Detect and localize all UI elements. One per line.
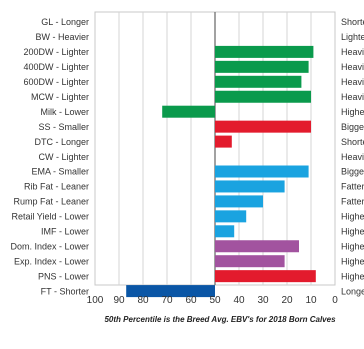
percentile-bar <box>215 240 299 253</box>
trait-left-label: SS - Smaller <box>38 122 89 132</box>
percentile-bar <box>215 165 309 178</box>
percentile-bar <box>162 105 215 118</box>
trait-left-label: Dom. Index - Lower <box>10 241 89 251</box>
trait-left-label: EMA - Smaller <box>31 167 89 177</box>
trait-left-label: CW - Lighter <box>38 152 89 162</box>
percentile-bar <box>215 225 235 238</box>
x-tick-label: 80 <box>137 295 149 306</box>
trait-left-label: MCW - Lighter <box>31 92 89 102</box>
trait-right-label: Highe <box>341 271 364 281</box>
trait-right-label: Heavie <box>341 92 364 102</box>
trait-right-label: Highe <box>341 256 364 266</box>
trait-left-label: Retail Yield - Lower <box>11 212 89 222</box>
percentile-bar <box>215 135 232 148</box>
trait-right-label: Lighte <box>341 32 364 42</box>
percentile-bar <box>215 270 316 283</box>
trait-right-label: Highe <box>341 241 364 251</box>
trait-right-label: Heavie <box>341 47 364 57</box>
trait-right-label: Shorte <box>341 137 364 147</box>
percentile-bar <box>215 255 285 268</box>
trait-left-label: Rib Fat - Leaner <box>24 182 89 192</box>
percentile-bar <box>215 195 263 208</box>
percentile-bar <box>215 75 302 88</box>
chart-caption: 50th Percentile is the Breed Avg. EBV's … <box>104 315 336 324</box>
x-tick-label: 60 <box>185 295 197 306</box>
trait-left-label: 400DW - Lighter <box>23 62 89 72</box>
trait-left-label: Milk - Lower <box>40 107 89 117</box>
trait-left-label: GL - Longer <box>41 17 89 27</box>
trait-right-label: Highe <box>341 212 364 222</box>
x-tick-label: 30 <box>257 295 269 306</box>
trait-right-label: Fatter <box>341 182 364 192</box>
trait-right-label: Highe <box>341 107 364 117</box>
x-tick-label: 90 <box>113 295 125 306</box>
x-tick-label: 20 <box>281 295 293 306</box>
x-tick-label: 0 <box>332 295 338 306</box>
x-tick-label: 40 <box>233 295 245 306</box>
percentile-bar <box>215 60 309 73</box>
trait-right-label: Shorte <box>341 17 364 27</box>
trait-right-label: Heavie <box>341 152 364 162</box>
trait-left-label: Rump Fat - Leaner <box>13 197 89 207</box>
trait-right-label: Fatter <box>341 197 364 207</box>
percentile-bar <box>215 210 247 223</box>
trait-left-label: Exp. Index - Lower <box>14 256 89 266</box>
trait-left-label: BW - Heavier <box>35 32 89 42</box>
x-tick-label: 100 <box>87 295 104 306</box>
trait-left-label: DTC - Longer <box>34 137 89 147</box>
trait-left-label: PNS - Lower <box>38 271 89 281</box>
trait-left-label: FT - Shorter <box>41 286 89 296</box>
trait-right-label: Bigger <box>341 167 364 177</box>
trait-right-label: Heavie <box>341 77 364 87</box>
percentile-bar <box>215 90 311 103</box>
percentile-bar <box>215 180 285 193</box>
trait-right-label: Highe <box>341 227 364 237</box>
trait-left-label: IMF - Lower <box>41 227 89 237</box>
trait-right-label: Heavie <box>341 62 364 72</box>
percentile-bar <box>126 285 215 298</box>
percentile-bar <box>215 45 314 58</box>
trait-left-label: 200DW - Lighter <box>23 47 89 57</box>
trait-right-label: Longe <box>341 286 364 296</box>
trait-left-label: 600DW - Lighter <box>23 77 89 87</box>
trait-right-label: Bigger <box>341 122 364 132</box>
x-tick-label: 10 <box>305 295 317 306</box>
percentile-bar <box>215 120 311 133</box>
x-tick-label: 50 <box>209 295 221 306</box>
x-tick-label: 70 <box>161 295 173 306</box>
